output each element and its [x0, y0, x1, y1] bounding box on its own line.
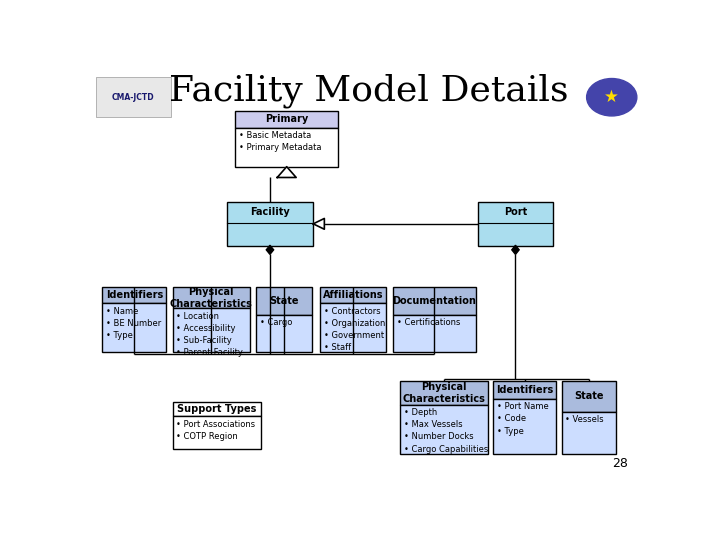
- Text: ★: ★: [604, 88, 619, 106]
- Text: • Port Associations
• COTP Region: • Port Associations • COTP Region: [176, 420, 256, 441]
- Text: Physical
Characteristics: Physical Characteristics: [170, 287, 253, 309]
- Text: 28: 28: [613, 457, 629, 470]
- Text: • Depth
• Max Vessels
• Number Docks
• Cargo Capabilities: • Depth • Max Vessels • Number Docks • C…: [404, 408, 488, 454]
- Text: • Vessels: • Vessels: [565, 415, 604, 424]
- Text: • Cargo: • Cargo: [260, 318, 292, 327]
- Text: Identifiers: Identifiers: [106, 291, 163, 300]
- Polygon shape: [512, 245, 519, 254]
- Bar: [235, 128, 338, 167]
- Bar: [235, 111, 338, 128]
- Text: • Contractors
• Organization
• Government
• Staff: • Contractors • Organization • Governmen…: [324, 307, 385, 352]
- Text: Physical
Characteristics: Physical Characteristics: [402, 382, 485, 403]
- Text: • Location
• Accessibility
• Sub-Facility
• Parent-Facility: • Location • Accessibility • Sub-Facilit…: [176, 312, 243, 357]
- Bar: [256, 315, 312, 352]
- Bar: [393, 315, 476, 352]
- Text: Documentation: Documentation: [392, 296, 476, 306]
- Text: State: State: [269, 296, 299, 306]
- Bar: [493, 399, 557, 454]
- Bar: [320, 287, 386, 303]
- Polygon shape: [277, 167, 296, 178]
- Polygon shape: [313, 219, 324, 230]
- Bar: [173, 308, 250, 352]
- Bar: [393, 287, 476, 315]
- Text: State: State: [574, 392, 603, 401]
- Bar: [400, 405, 488, 454]
- Bar: [562, 412, 616, 454]
- Text: CMA-JCTD: CMA-JCTD: [112, 93, 154, 102]
- Bar: [173, 416, 261, 449]
- Text: • Port Name
• Code
• Type: • Port Name • Code • Type: [498, 402, 549, 436]
- Bar: [320, 303, 386, 352]
- Text: Facility: Facility: [250, 207, 290, 218]
- Bar: [256, 287, 312, 315]
- Bar: [173, 402, 261, 416]
- Bar: [562, 381, 616, 412]
- Polygon shape: [266, 245, 274, 254]
- Text: Identifiers: Identifiers: [496, 385, 554, 395]
- Text: Primary: Primary: [265, 114, 308, 124]
- Circle shape: [587, 78, 637, 116]
- Bar: [102, 303, 166, 352]
- Bar: [227, 202, 313, 246]
- FancyBboxPatch shape: [96, 77, 171, 117]
- Text: • Name
• BE Number
• Type: • Name • BE Number • Type: [106, 307, 161, 340]
- Text: Facility Model Details: Facility Model Details: [169, 73, 569, 108]
- Bar: [493, 381, 557, 399]
- Text: Affiliations: Affiliations: [323, 291, 383, 300]
- Text: • Certifications: • Certifications: [397, 318, 460, 327]
- Bar: [173, 287, 250, 308]
- Bar: [102, 287, 166, 303]
- Bar: [400, 381, 488, 405]
- Text: Support Types: Support Types: [177, 404, 256, 414]
- Text: Port: Port: [504, 207, 527, 218]
- Text: • Basic Metadata
• Primary Metadata: • Basic Metadata • Primary Metadata: [239, 131, 322, 152]
- Bar: [478, 202, 553, 246]
